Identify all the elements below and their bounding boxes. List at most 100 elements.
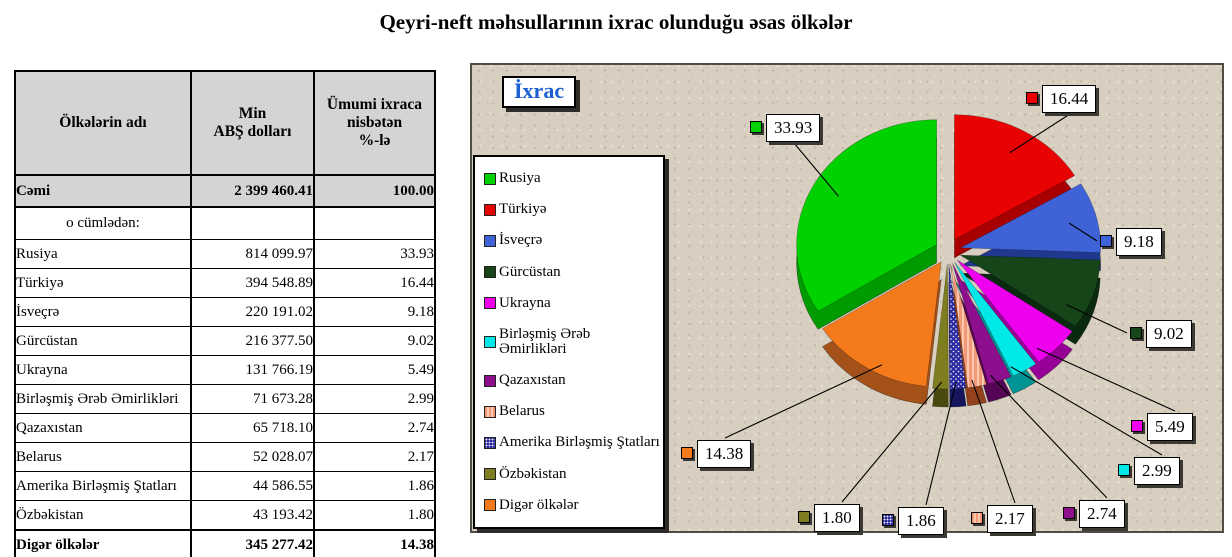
- legend-item: Rusiya: [484, 171, 661, 186]
- pie-slice: [959, 183, 1101, 253]
- country-cell: Belarus: [14, 442, 192, 472]
- legend-item: Belarus: [484, 404, 661, 419]
- legend-item: Gürcüstan: [484, 264, 661, 280]
- percent-cell: 9.02: [313, 326, 436, 356]
- legend-swatch-icon: [484, 374, 496, 387]
- legend-label: Ukrayna: [499, 294, 551, 311]
- amount-cell: 43 193.42: [190, 500, 315, 531]
- country-cell: o cümlədən:: [14, 206, 192, 240]
- legend-swatch-icon: [484, 172, 496, 185]
- amount-cell: 394 548.89: [190, 268, 315, 298]
- legend-label: Amerika Birləşmiş Ştatları: [499, 434, 660, 451]
- callout-color-square: [681, 447, 693, 459]
- data-label-box: 2.17: [987, 505, 1033, 533]
- legend-swatch-icon: [484, 405, 496, 418]
- legend-item: Ukrayna: [484, 294, 661, 311]
- table-row-4: Ukrayna 131 766.19 5.49: [14, 355, 436, 385]
- data-label-box: 2.74: [1079, 500, 1125, 528]
- leader-line: [971, 379, 1016, 504]
- pie-slice: [952, 263, 1012, 385]
- callout-color-square: [1100, 235, 1112, 247]
- percent-cell: 5.49: [313, 355, 436, 385]
- callout-color-square: [750, 121, 762, 133]
- amount-cell: 345 277.42: [190, 529, 315, 557]
- legend-item: Digər ölkələr: [484, 497, 661, 513]
- country-cell: Ukrayna: [14, 355, 192, 385]
- pie-slice-tops: [796, 114, 1101, 390]
- callout-color-square: [971, 512, 983, 524]
- percent-cell: 1.86: [313, 471, 436, 501]
- pie-slice: [954, 262, 1037, 377]
- percent-cell: 1.80: [313, 500, 436, 531]
- pie-chart: [724, 113, 1176, 506]
- data-label-box: 9.18: [1116, 228, 1162, 256]
- percent-cell: 100.00: [313, 174, 436, 208]
- country-cell: Digər ölkələr: [14, 529, 192, 557]
- percent-cell: 16.44: [313, 268, 436, 298]
- percent-cell: 14.38: [313, 529, 436, 557]
- country-cell: Qazaxıstan: [14, 413, 192, 443]
- leader-line: [1066, 304, 1128, 334]
- legend-swatch-icon: [484, 234, 496, 247]
- table-row-total: Cəmi 2 399 460.41 100.00: [14, 174, 436, 208]
- legend-swatch-icon: [484, 266, 496, 279]
- amount-cell: 65 718.10: [190, 413, 315, 443]
- data-label-box: 16.44: [1042, 85, 1097, 113]
- data-label-box: 2.99: [1134, 457, 1180, 485]
- leader-lines: [724, 113, 1176, 506]
- data-label-box: 33.93: [766, 114, 821, 142]
- country-cell: Özbəkistan: [14, 500, 192, 531]
- country-cell: İsveçrə: [14, 297, 192, 327]
- callout-color-square: [1131, 420, 1143, 432]
- leader-line: [793, 142, 840, 197]
- table-row-0: Rusiya 814 099.97 33.93: [14, 239, 436, 269]
- callout-color-square: [882, 514, 894, 526]
- legend-item: Türkiyə: [484, 202, 661, 217]
- country-cell: Cəmi: [14, 174, 192, 208]
- legend-swatch-icon: [484, 468, 496, 481]
- amount-cell: 71 673.28: [190, 384, 315, 414]
- pie-slice: [959, 254, 1101, 327]
- legend-swatch-icon: [484, 436, 496, 449]
- col-header-amount: Min ABŞ dolları: [190, 70, 315, 176]
- percent-cell: 2.99: [313, 384, 436, 414]
- legend-swatch-icon: [484, 335, 496, 348]
- legend-label: Özbəkistan: [499, 465, 567, 482]
- legend-item: Özbəkistan: [484, 465, 661, 482]
- leader-line: [925, 381, 957, 506]
- table-header-row: Ölkələrin adı Min ABŞ dolları Ümumi ixra…: [14, 70, 436, 176]
- legend-label: Belarus: [499, 403, 545, 420]
- callout-color-square: [798, 511, 810, 523]
- legend-swatch-icon: [484, 203, 496, 216]
- percent-cell: 33.93: [313, 239, 436, 269]
- page-title: Qeyri-neft məhsullarının ixrac olunduğu …: [379, 10, 853, 34]
- legend-swatch-icon: [484, 297, 496, 310]
- table-row-subheader: o cümlədən:: [14, 206, 436, 240]
- pie-slice: [954, 114, 1076, 241]
- leader-line: [1036, 347, 1176, 412]
- percent-cell: 9.18: [313, 297, 436, 327]
- chart-title: İxrac: [502, 76, 577, 109]
- legend-item: Qazaxıstan: [484, 373, 661, 388]
- countries-table: Ölkələrin adı Min ABŞ dolları Ümumi ixra…: [14, 70, 436, 557]
- callout-color-square: [1118, 464, 1130, 476]
- table-row-6: Qazaxıstan 65 718.10 2.74: [14, 413, 436, 443]
- legend-label: Türkiyə: [499, 201, 547, 218]
- leader-line: [1010, 366, 1163, 456]
- table-row-3: Gürcüstan 216 377.50 9.02: [14, 326, 436, 356]
- data-label-box: 14.38: [697, 440, 752, 468]
- data-label-box: 9.02: [1146, 320, 1192, 348]
- leader-line: [1068, 222, 1098, 242]
- table-row-1: Türkiyə 394 548.89 16.44: [14, 268, 436, 298]
- amount-cell: 2 399 460.41: [190, 174, 315, 208]
- table-row-10: Digər ölkələr 345 277.42 14.38: [14, 529, 436, 557]
- leader-line: [990, 374, 1108, 499]
- pie-slice: [948, 263, 967, 390]
- legend-item: Amerika Birləşmiş Ştatları: [484, 435, 661, 450]
- pie-slice: [957, 259, 1073, 363]
- legend-swatch-icon: [484, 499, 496, 512]
- legend-item: Birləşmiş Ərəb Əmirlikləri: [484, 326, 661, 357]
- amount-cell: 216 377.50: [190, 326, 315, 356]
- percent-cell: 2.17: [313, 442, 436, 472]
- data-label-box: 1.86: [898, 507, 944, 535]
